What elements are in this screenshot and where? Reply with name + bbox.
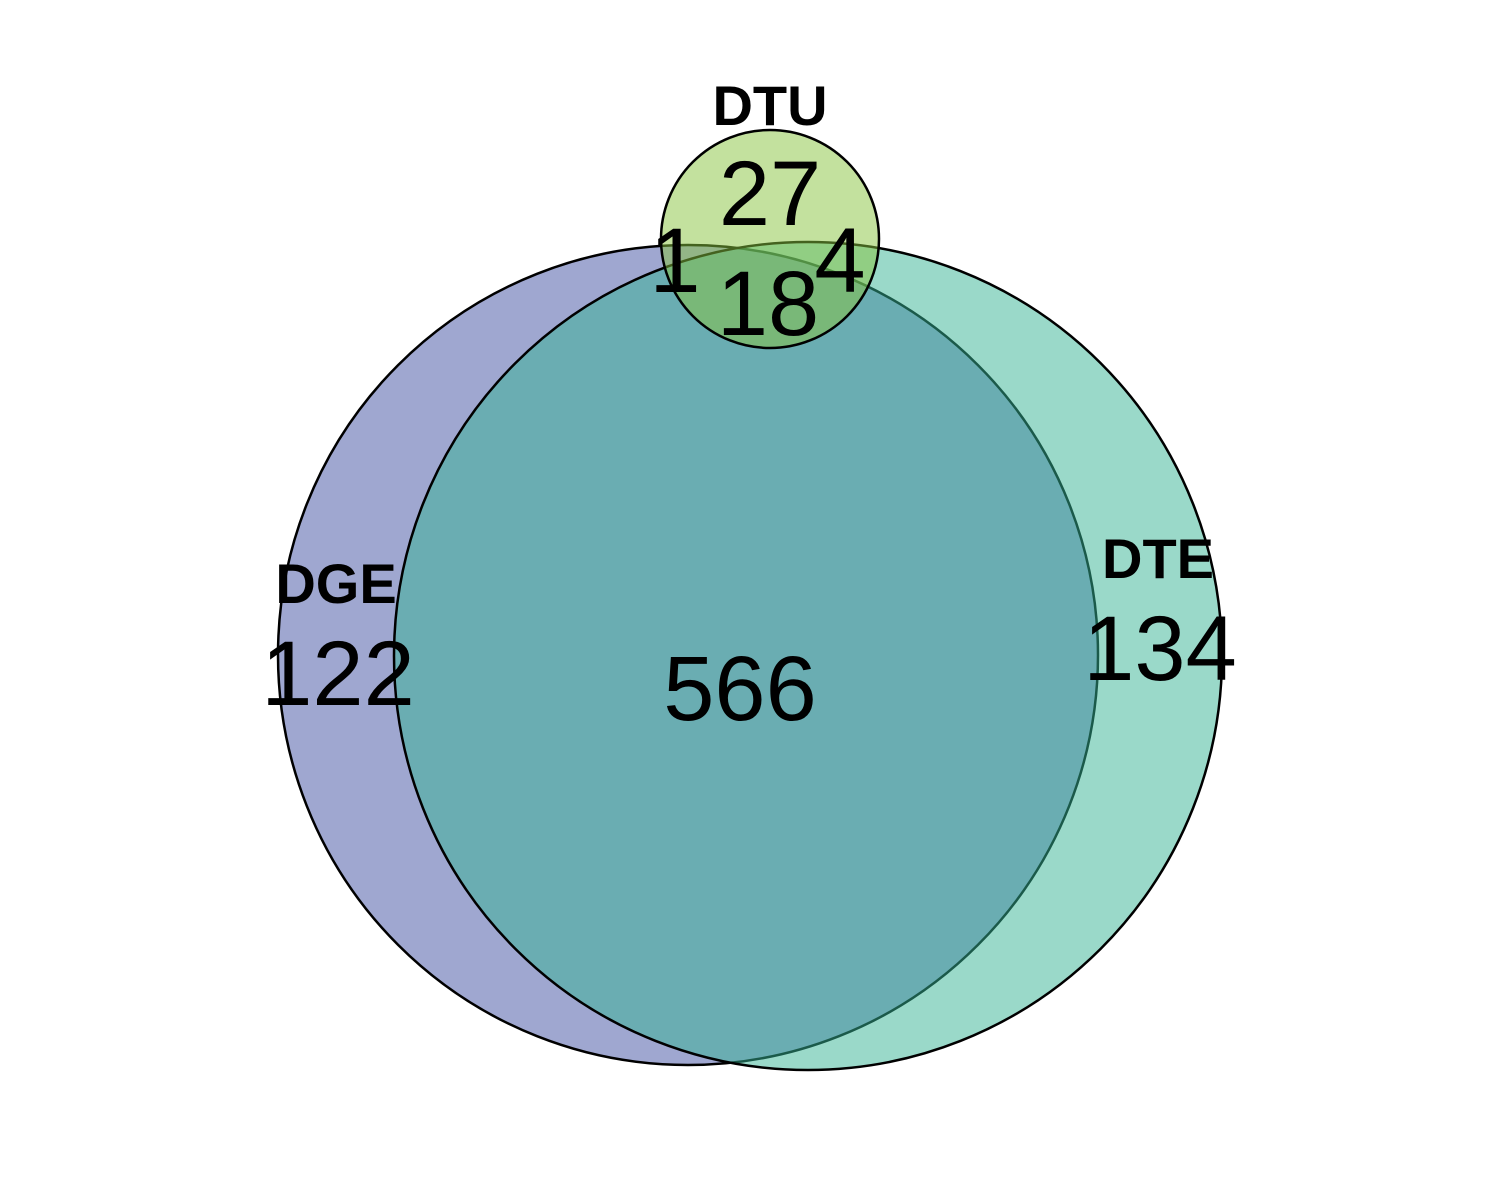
count-dge-only: 122 [261, 623, 415, 725]
count-dge-dte: 566 [663, 638, 817, 740]
count-dge-dte-dtu: 18 [717, 253, 819, 355]
count-dte-only: 134 [1083, 598, 1237, 700]
count-dte-dtu: 4 [814, 210, 865, 312]
count-dtu-only: 27 [719, 143, 821, 245]
set-label-dtu: DTU [712, 74, 827, 137]
circle-dtu [659, 128, 881, 350]
set-label-dge: DGE [275, 552, 396, 615]
set-label-dte: DTE [1102, 527, 1214, 590]
count-dge-dtu: 1 [649, 210, 700, 312]
